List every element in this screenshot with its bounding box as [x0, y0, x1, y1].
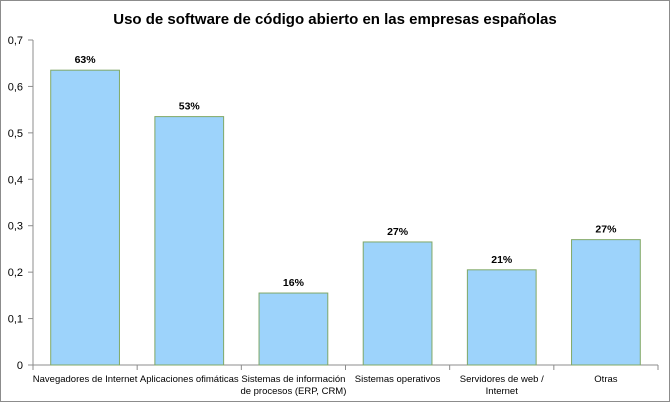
- bar: [362, 241, 433, 366]
- x-tick-label: Sistemas operativos: [355, 374, 441, 385]
- bar: [258, 292, 329, 366]
- bar: [154, 116, 225, 366]
- y-tick-label: 0: [17, 360, 23, 372]
- x-tick-label: Servidores de web /: [460, 374, 544, 385]
- x-tick-label: de procesos (ERP, CRM): [240, 386, 346, 397]
- data-label: 27%: [387, 226, 409, 238]
- bar: [571, 239, 641, 366]
- data-label: 53%: [179, 101, 201, 113]
- y-tick-label: 0,6: [8, 81, 23, 93]
- data-label: 16%: [283, 277, 305, 289]
- x-tick-label: Internet: [486, 386, 519, 397]
- y-tick-label: 0,5: [8, 128, 23, 140]
- data-label: 63%: [75, 54, 97, 66]
- y-tick-label: 0,2: [8, 267, 23, 279]
- data-label: 27%: [595, 224, 617, 236]
- x-tick-label: Sistemas de información: [241, 374, 345, 385]
- bar: [50, 69, 120, 366]
- plot-area: 0 0,1 0,2 0,3 0,4 0,5 0,6 0,7 63% Navegadores de …: [8, 35, 659, 397]
- y-tick-label: 0,4: [8, 174, 23, 186]
- x-tick-label: Otras: [594, 374, 617, 385]
- chart-title: Uso de software de código abierto en las…: [113, 11, 556, 28]
- y-tick-label: 0,7: [8, 35, 23, 47]
- x-tick-label: Navegadores de Internet: [33, 374, 138, 385]
- x-tick-label: Aplicaciones ofimáticas: [140, 374, 239, 385]
- bar: [466, 269, 537, 366]
- y-tick-label: 0,1: [8, 314, 23, 326]
- y-tick-label: 0,3: [8, 221, 23, 233]
- data-label: 21%: [491, 254, 513, 266]
